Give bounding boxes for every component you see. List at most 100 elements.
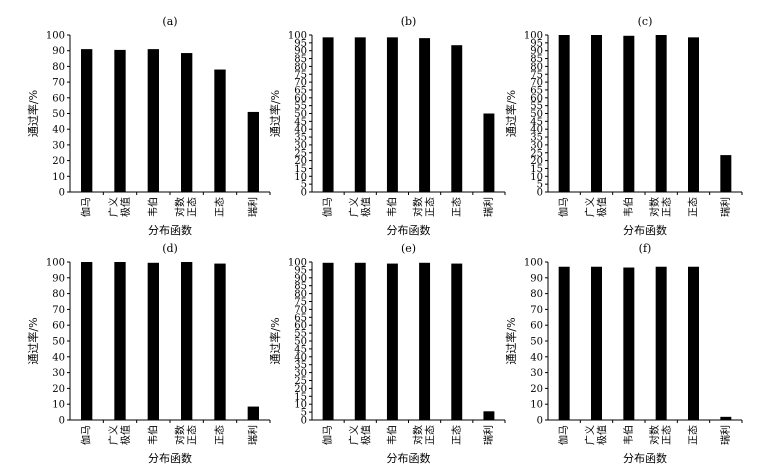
y-tick-label: 35 xyxy=(294,133,307,144)
x-category-label: 韦伯 xyxy=(385,197,398,217)
bar xyxy=(81,262,93,420)
y-tick-label: 70 xyxy=(530,78,543,89)
bar xyxy=(354,37,366,193)
x-category-label: 伽马 xyxy=(321,197,334,217)
y-tick-label: 20 xyxy=(52,156,65,167)
bar xyxy=(419,38,431,192)
y-tick-label: 50 xyxy=(52,337,65,348)
x-category-label: 韦伯 xyxy=(146,425,159,445)
y-tick-label: 50 xyxy=(52,109,65,120)
x-category-label: 广义 xyxy=(108,425,120,445)
y-tick-label: 60 xyxy=(530,93,543,104)
y-tick-label: 80 xyxy=(530,62,543,73)
y-tick-label: 45 xyxy=(294,344,307,355)
y-tick-label: 80 xyxy=(294,62,307,73)
bar xyxy=(322,37,334,193)
y-tick-label: 65 xyxy=(294,313,307,324)
y-tick-label: 40 xyxy=(530,352,543,363)
x-category-label: 正态 xyxy=(687,197,700,217)
y-tick-label: 5 xyxy=(537,180,543,191)
x-category-label: 正态 xyxy=(424,425,437,445)
x-category-label: 对数 xyxy=(412,197,425,217)
bar xyxy=(214,263,226,420)
y-tick-label: 15 xyxy=(530,164,543,175)
x-category-label: 伽马 xyxy=(80,425,93,445)
bar xyxy=(181,53,193,193)
y-axis-title: 通过率/% xyxy=(504,90,518,137)
y-axis-title: 通过率/% xyxy=(268,317,282,364)
bar xyxy=(419,262,431,420)
panel-title: (a) xyxy=(162,15,177,28)
x-category-label: 广义 xyxy=(348,197,360,217)
x-category-label: 瑞利 xyxy=(483,425,495,445)
bar xyxy=(247,111,259,192)
x-category-label: 广义 xyxy=(348,425,360,445)
y-tick-label: 10 xyxy=(52,172,65,183)
y-tick-label: 10 xyxy=(530,400,543,411)
y-tick-label: 70 xyxy=(52,78,65,89)
bar xyxy=(483,411,495,420)
x-category-label: 广义 xyxy=(585,425,597,445)
bar xyxy=(655,266,667,420)
y-tick-label: 75 xyxy=(294,70,307,81)
x-category-label: 对数 xyxy=(648,197,661,217)
y-tick-label: 65 xyxy=(294,85,307,96)
y-axis-title: 通过率/% xyxy=(268,90,282,137)
y-tick-label: 5 xyxy=(301,180,307,191)
x-category-label: 对数 xyxy=(174,425,187,445)
panel-title: (c) xyxy=(638,15,653,28)
x-category-label: 瑞利 xyxy=(720,425,732,445)
y-tick-label: 20 xyxy=(294,156,307,167)
x-axis-title: 分布函数 xyxy=(387,452,431,465)
x-category-label: 伽马 xyxy=(557,197,570,217)
y-tick-label: 40 xyxy=(52,352,65,363)
y-tick-label: 10 xyxy=(52,400,65,411)
y-tick-label: 50 xyxy=(294,109,307,120)
bar xyxy=(720,416,732,420)
y-tick-label: 100 xyxy=(524,31,543,42)
x-axis-title: 分布函数 xyxy=(148,452,192,465)
y-tick-label: 5 xyxy=(301,408,307,419)
x-category-label: 韦伯 xyxy=(385,425,398,445)
y-tick-label: 30 xyxy=(530,140,543,151)
y-tick-label: 90 xyxy=(52,273,65,284)
x-category-label: 对数 xyxy=(412,425,425,445)
bar xyxy=(114,49,126,192)
y-tick-label: 40 xyxy=(52,125,65,136)
y-tick-label: 40 xyxy=(294,125,307,136)
x-category-label: 韦伯 xyxy=(146,197,159,217)
bar xyxy=(483,113,495,192)
y-tick-label: 90 xyxy=(294,46,307,57)
x-category-label: 正态 xyxy=(186,425,199,445)
x-category-label: 正态 xyxy=(450,197,463,217)
bar xyxy=(451,45,463,192)
x-category-label: 瑞利 xyxy=(483,197,495,217)
y-tick-label: 30 xyxy=(530,368,543,379)
y-tick-label: 80 xyxy=(52,289,65,300)
y-tick-label: 70 xyxy=(52,305,65,316)
y-tick-label: 70 xyxy=(530,305,543,316)
x-category-label: 正态 xyxy=(660,425,673,445)
x-category-label: 韦伯 xyxy=(622,197,635,217)
y-tick-label: 25 xyxy=(530,148,543,159)
y-tick-label: 10 xyxy=(294,400,307,411)
y-tick-label: 25 xyxy=(294,148,307,159)
bar xyxy=(623,267,635,420)
bar xyxy=(147,49,159,192)
x-category-label: 正态 xyxy=(450,425,463,445)
y-tick-label: 80 xyxy=(530,289,543,300)
x-axis-title: 分布函数 xyxy=(387,224,431,237)
y-tick-label: 70 xyxy=(294,305,307,316)
y-tick-label: 95 xyxy=(530,38,543,49)
y-tick-label: 0 xyxy=(537,416,543,427)
y-tick-label: 60 xyxy=(294,93,307,104)
y-tick-label: 30 xyxy=(52,140,65,151)
bar xyxy=(147,262,159,420)
bar xyxy=(720,155,732,192)
x-category-label: 正态 xyxy=(424,197,437,217)
bar xyxy=(322,262,334,420)
bar xyxy=(354,262,366,420)
